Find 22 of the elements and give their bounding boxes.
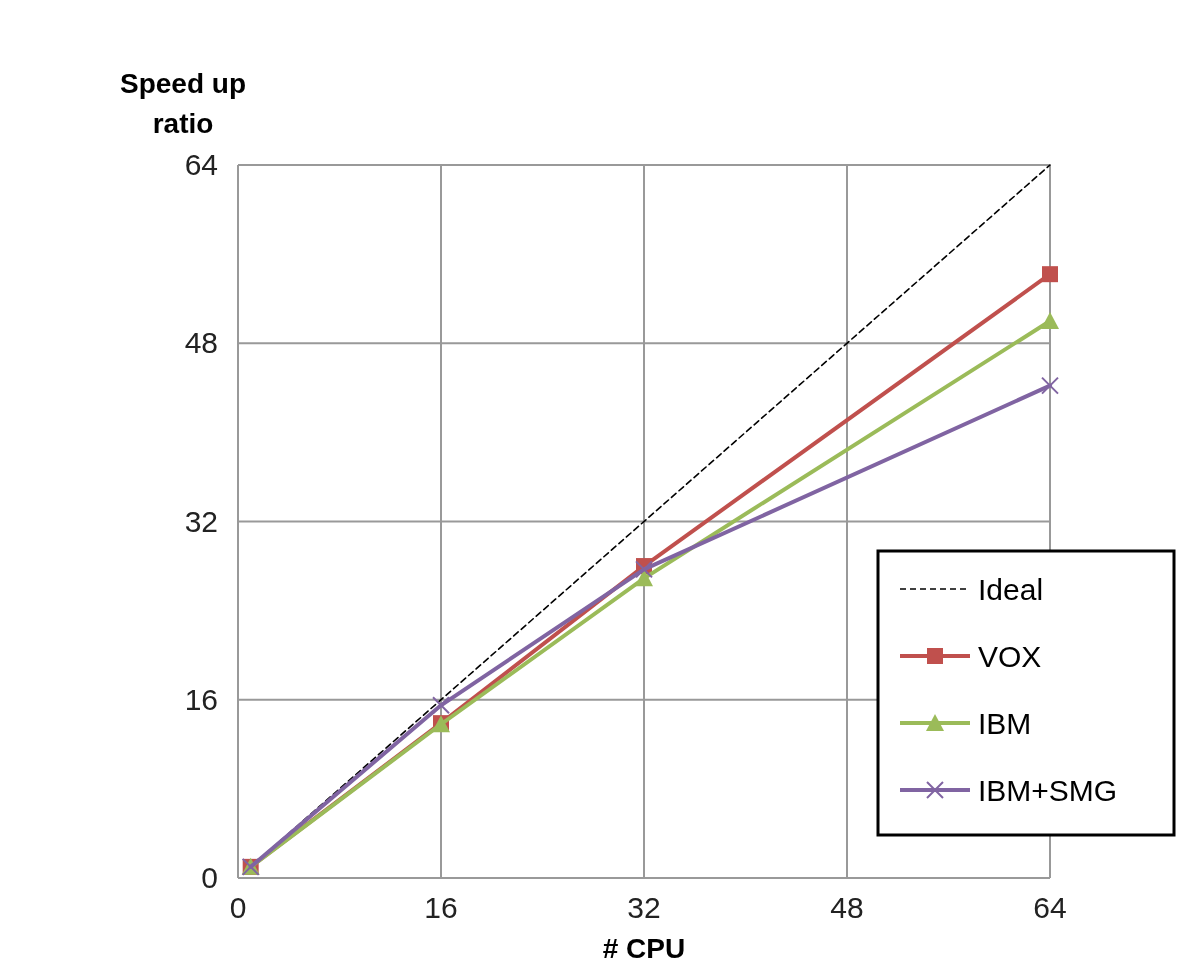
x-tick-label: 48 xyxy=(830,891,864,924)
y-axis-title: Speed up ratio xyxy=(119,68,247,139)
point xyxy=(635,569,653,587)
legend-label: IBM+SMG xyxy=(978,774,1118,807)
x-tick-label: 32 xyxy=(627,891,661,924)
x-tick-label: 16 xyxy=(424,891,458,924)
point xyxy=(1042,266,1058,283)
point xyxy=(1041,376,1059,395)
y-tick-label: 16 xyxy=(184,682,218,716)
legend-label: Ideal xyxy=(978,573,1044,606)
legend-label: VOX xyxy=(978,640,1042,673)
y-tick-label: 64 xyxy=(184,148,218,181)
point xyxy=(432,696,450,715)
y-tick-label: 32 xyxy=(184,504,218,538)
y-tick-label: 0 xyxy=(201,861,218,894)
x-axis-title: # CPU xyxy=(602,933,686,964)
x-tick-label: 0 xyxy=(229,891,247,924)
legend-label: IBM xyxy=(978,707,1032,740)
y-tick-label: 48 xyxy=(184,326,218,360)
x-tick-label: 64 xyxy=(1033,891,1067,924)
point xyxy=(635,560,653,579)
point xyxy=(1041,311,1059,329)
